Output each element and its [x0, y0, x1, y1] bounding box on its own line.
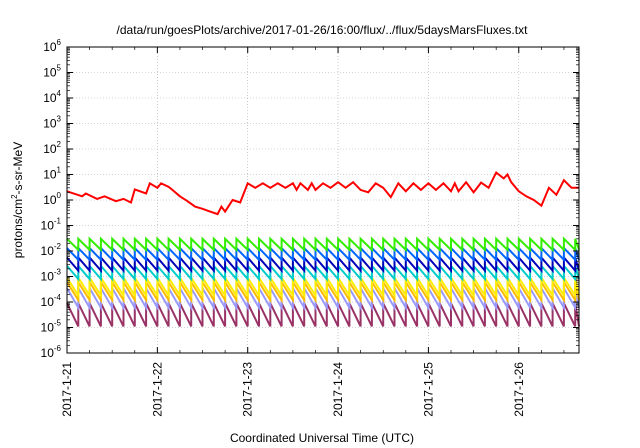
y-tick-label: 103	[43, 115, 61, 131]
x-tick-label: 2017-1-25	[421, 362, 435, 417]
y-axis-label-suffix: -s-sr-MeV	[11, 142, 25, 195]
x-axis-label: Coordinated Universal Time (UTC)	[230, 431, 414, 445]
x-tick-label: 2017-1-24	[331, 362, 345, 417]
grid	[66, 46, 579, 354]
y-tick-label: 100	[43, 191, 61, 207]
y-axis-label-superscript: 2	[10, 194, 19, 199]
y-axis-label-prefix: protons/cm	[11, 199, 25, 258]
y-tick-label: 101	[43, 166, 61, 182]
chart-title: /data/run/goesPlots/archive/2017-01-26/1…	[117, 23, 529, 37]
x-tick-label: 2017-1-26	[512, 362, 526, 417]
y-tick-label: 10-6	[41, 344, 62, 360]
y-tick-label: 102	[43, 140, 61, 156]
series-layer	[66, 170, 580, 327]
x-axis-ticks: 2017-1-21 2017-1-22 2017-1-23 2017-1-24 2017…	[60, 47, 565, 417]
y-tick-label: 10-3	[41, 268, 62, 284]
y-tick-label: 104	[43, 89, 61, 105]
y-tick-label: 10-4	[41, 293, 62, 309]
series-line	[66, 236, 580, 253]
series-line	[66, 302, 580, 327]
series-line	[66, 170, 579, 216]
x-tick-label: 2017-1-22	[150, 362, 164, 417]
y-tick-label: 10-1	[41, 217, 62, 233]
y-tick-label: 10-2	[41, 242, 62, 258]
series-line	[66, 274, 580, 299]
series-line	[66, 254, 580, 274]
y-axis-ticks: 10-6 10-5 10-4 10-3 10-2 10-1 100 101 102 103 104 1…	[41, 38, 579, 360]
y-axis-label: protons/cm2-s-sr-MeV	[10, 142, 25, 258]
series-line	[66, 245, 580, 263]
y-tick-label: 10-5	[41, 319, 62, 335]
x-tick-label: 2017-1-23	[241, 362, 255, 417]
y-tick-label: 106	[43, 38, 61, 54]
x-tick-label: 2017-1-21	[60, 362, 74, 417]
y-tick-label: 105	[43, 64, 61, 80]
